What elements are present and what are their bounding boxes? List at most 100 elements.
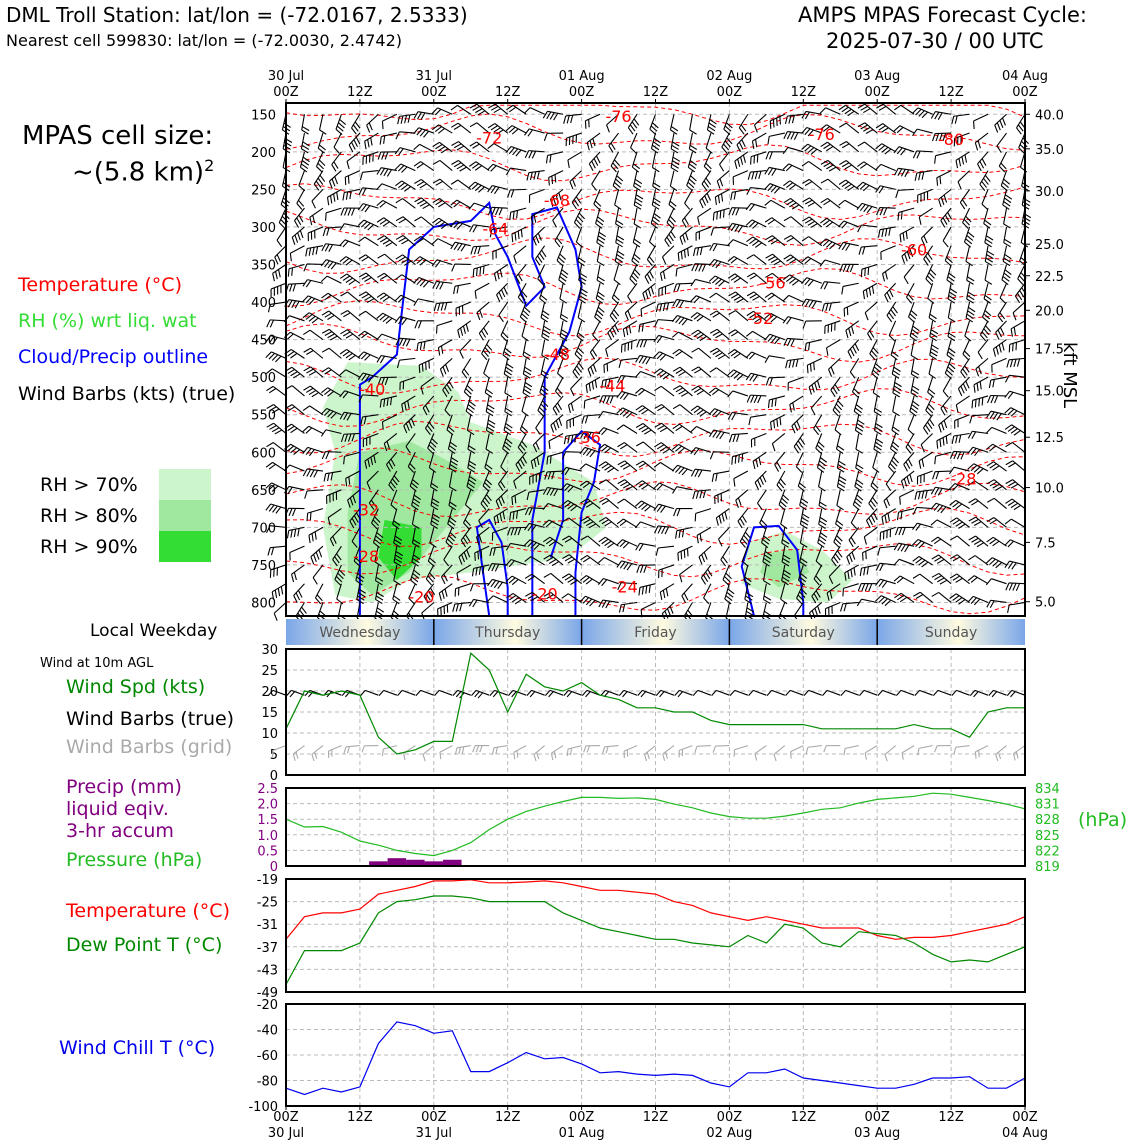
wind-barb-flag (984, 310, 992, 317)
wind-barb-staff (848, 527, 860, 541)
wind-barb-flag (751, 140, 755, 150)
wind-barb-true (937, 689, 952, 696)
wind-barb-flag (804, 199, 813, 205)
wind-barb-staff (495, 489, 509, 502)
wind-barb-flag (983, 328, 990, 336)
wind-barb-flag (986, 536, 994, 543)
wind-barb-flag (478, 534, 483, 543)
wind-barb-staff (510, 188, 527, 191)
wind-barb-staff (463, 508, 472, 524)
wind-barb-flag (875, 563, 881, 571)
wind-barb-flag (644, 429, 652, 435)
wind-barb-flag (662, 448, 670, 454)
wind-barb-flag (728, 207, 733, 216)
bottom-hour-label: 12Z (938, 1110, 964, 1125)
wind-barb-flag (485, 478, 493, 486)
wind-barb-flag (340, 291, 348, 297)
wind-barb-staff (669, 170, 675, 187)
wind-barb-flag (503, 286, 508, 295)
wind-barb-flag (456, 145, 465, 151)
wind-barb-flag (675, 368, 683, 374)
wind-barb-true-flag (914, 690, 920, 697)
wind-barb-staff (528, 507, 545, 510)
wind-barb-flag (635, 441, 644, 447)
wind-barb-staff (642, 441, 656, 453)
wind-barb-flag (466, 486, 474, 492)
wind-barb-flag (788, 115, 792, 124)
wind-barb-staff (660, 462, 675, 472)
wind-barb-staff (602, 410, 619, 416)
wind-barb-staff (979, 170, 989, 185)
temp-panel-tick-label: -19 (257, 873, 278, 888)
wind-barb-flag (727, 390, 734, 398)
wind-barb-flag (366, 482, 371, 490)
wind-barb-flag (504, 411, 512, 417)
dewpoint-label: Dew Point T (°C) (66, 934, 223, 956)
wind-barb-staff (826, 583, 841, 594)
wind-barb-staff (548, 519, 564, 528)
wind-barb-flag (996, 122, 1001, 131)
wind-barb-staff (751, 351, 767, 359)
wind-barb-flag (730, 351, 738, 357)
wind-barb-flag (293, 528, 297, 538)
wind-barb-flag (964, 154, 968, 163)
wind-barb-flag (537, 232, 542, 241)
pressure-tick-label: 150 (251, 108, 276, 123)
wind-barb-flag (371, 522, 378, 530)
wind-barb-flag (646, 259, 653, 267)
wind-barb-flag (552, 220, 557, 228)
isotherm-label: -28 (950, 470, 976, 489)
bottom-hour-label: 12Z (643, 1110, 669, 1125)
wind-barb-staff (584, 395, 601, 402)
wind-barb-flag (542, 310, 550, 316)
wind-barb-flag (644, 505, 652, 512)
wind-barb-flag (504, 426, 512, 432)
wind-barb-flag (635, 387, 642, 394)
wind-barb-staff (750, 151, 767, 158)
wind-barb-flag (435, 219, 443, 226)
wind-barb-flag (265, 368, 273, 375)
wind-barb-staff (463, 376, 472, 393)
wind-barb-flag (985, 557, 993, 564)
wind-barb-flag (546, 456, 549, 465)
wind-barb-flag (838, 199, 846, 206)
isotherm-label: -52 (747, 309, 773, 328)
wind-barb-flag (431, 438, 438, 445)
wind-barb-staff (808, 161, 823, 172)
wind-barb-flag (496, 129, 504, 135)
wind-barb-flag (587, 368, 592, 377)
wind-barb-staff (565, 432, 582, 437)
wind-barb-flag (768, 255, 776, 261)
wind-barb-flag (835, 403, 843, 411)
wind-barb-staff (983, 283, 989, 299)
wind-barb-true-flag (585, 691, 591, 698)
wind-barb-flag (804, 111, 810, 120)
wind-barb-flag (605, 600, 611, 609)
wind-barb-staff (827, 159, 841, 172)
wind-barb-staff (885, 470, 897, 485)
wind-barb-flag (783, 198, 791, 204)
wind-barb-flag (928, 317, 937, 323)
wind-barb-flag (301, 606, 307, 614)
top-day-label: 03 Aug (854, 69, 900, 84)
wind-barb-flag (385, 317, 393, 324)
wind-barb-staff (1009, 374, 1026, 378)
wind-barb-flag (453, 201, 461, 208)
wind-barb-staff (622, 539, 638, 547)
wind-barb-staff (935, 502, 952, 510)
wind-barb-flag (508, 147, 515, 155)
wind-barb-flag (920, 238, 926, 246)
wind-barb-grid (311, 745, 324, 755)
wind-barb-flag (522, 392, 531, 398)
wind-barb-flag (762, 561, 770, 567)
wind-barb-flag (868, 517, 873, 526)
wind-barb-staff (457, 179, 472, 190)
wind-barb-flag (269, 319, 275, 328)
wind-barb-flag (830, 366, 835, 375)
wind-barb-staff (863, 282, 878, 292)
wind-barb-flag (788, 359, 792, 368)
wind-barb-grid-flag (864, 752, 867, 760)
wind-barb-flag (856, 464, 864, 470)
wind-barb-flag (526, 172, 530, 181)
wind-barb-flag (840, 603, 844, 612)
